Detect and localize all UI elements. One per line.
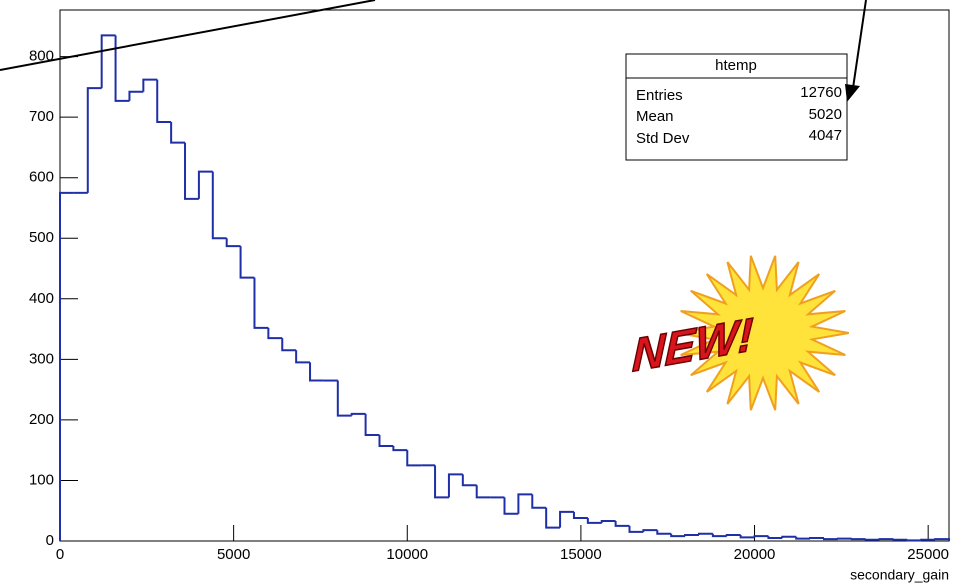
- starburst: [677, 255, 849, 411]
- y-tick-label: 700: [29, 108, 54, 125]
- histogram-bin: [184, 142, 199, 200]
- histogram-bin: [350, 412, 366, 416]
- histogram-bin: [781, 535, 797, 538]
- arrow-head: [845, 84, 860, 102]
- y-tick-label: 0: [46, 532, 54, 549]
- histogram-bin: [739, 534, 755, 539]
- histogram-bin: [767, 536, 783, 539]
- stats-label: Std Dev: [636, 130, 690, 147]
- histogram-bin: [517, 493, 533, 514]
- y-tick-label: 500: [29, 229, 54, 246]
- histogram-bin: [795, 536, 811, 540]
- histogram-bin: [197, 170, 213, 199]
- stats-value: 4047: [809, 127, 842, 144]
- histogram-bin: [378, 435, 394, 447]
- histogram-bin: [920, 538, 936, 541]
- stats-label: Mean: [636, 108, 674, 125]
- histogram-bin: [434, 465, 449, 499]
- y-tick-label: 300: [29, 350, 54, 367]
- y-tick-label: 100: [29, 471, 54, 488]
- histogram-bin: [906, 539, 922, 542]
- stats-value: 12760: [800, 84, 842, 101]
- histogram-bin: [447, 473, 463, 498]
- histogram-bin: [614, 521, 630, 527]
- y-tick-label: 400: [29, 290, 54, 307]
- histogram-bin: [531, 494, 547, 509]
- histogram-bin: [753, 535, 769, 538]
- y-tick-label: 600: [29, 169, 54, 186]
- histogram-bin: [684, 533, 699, 537]
- histogram-bin: [170, 122, 186, 144]
- histogram-bin: [850, 538, 866, 541]
- stats-title: htemp: [715, 57, 757, 74]
- histogram-bin: [475, 485, 491, 499]
- x-tick-label: 10000: [386, 546, 428, 563]
- histogram-bin: [142, 78, 158, 92]
- histogram-bin: [86, 87, 102, 193]
- histogram-bin: [586, 517, 602, 524]
- histogram-bin: [253, 277, 269, 329]
- stats-box: htemp Entries 12760 Mean 5020 Std Dev 40…: [625, 53, 848, 161]
- histogram-bin: [239, 246, 255, 279]
- histogram-bin: [822, 537, 838, 541]
- x-tick-label: 0: [56, 546, 64, 563]
- histogram-bin: [628, 525, 644, 533]
- x-tick-label: 20000: [734, 546, 776, 563]
- histogram-bin: [100, 34, 116, 89]
- histogram-bin: [336, 380, 352, 417]
- histogram-bin: [267, 327, 283, 340]
- histogram-bin: [836, 537, 852, 540]
- histogram-bin: [364, 413, 380, 437]
- histogram-bin: [211, 171, 227, 240]
- histogram-bin: [934, 538, 950, 541]
- annotation-arrow: [852, 0, 867, 89]
- histogram-bin: [878, 538, 894, 541]
- x-tick-label: 15000: [560, 546, 602, 563]
- histogram-bin: [670, 533, 686, 538]
- histogram-bin: [392, 445, 408, 452]
- histogram-bin: [309, 362, 324, 382]
- histogram-bin: [225, 238, 241, 248]
- histogram-bin: [600, 520, 616, 523]
- histogram-bin: [642, 529, 658, 532]
- annotation-line: [0, 0, 376, 71]
- histogram-bin: [59, 191, 74, 541]
- stats-value: 5020: [809, 106, 842, 123]
- histogram-bin: [406, 450, 422, 467]
- histogram-bin: [156, 79, 172, 124]
- histogram-bin: [725, 533, 741, 537]
- histogram-bin: [711, 533, 727, 538]
- histogram-bin: [809, 536, 824, 539]
- histogram-bin: [503, 497, 519, 515]
- histogram-bin: [572, 511, 588, 519]
- histogram-bin: [864, 538, 880, 541]
- histogram-bin: [461, 474, 477, 487]
- x-tick-label: 5000: [217, 546, 250, 563]
- histogram-bin: [281, 338, 297, 352]
- histogram-bin: [545, 507, 561, 529]
- histogram-bin: [128, 90, 144, 101]
- new-badge: NEW!: [631, 255, 849, 411]
- histogram-bin: [559, 510, 574, 528]
- histogram-bin: [114, 35, 130, 102]
- histogram-bin: [892, 538, 908, 541]
- stats-label: Entries: [636, 87, 683, 104]
- x-tick-label: 25000: [907, 546, 949, 563]
- histogram-bin: [656, 530, 672, 535]
- histogram-bin: [295, 350, 311, 364]
- histogram-bin: [697, 532, 713, 535]
- y-tick-label: 200: [29, 411, 54, 428]
- x-axis-label: secondary_gain: [850, 567, 949, 583]
- stats-frame: [625, 53, 848, 161]
